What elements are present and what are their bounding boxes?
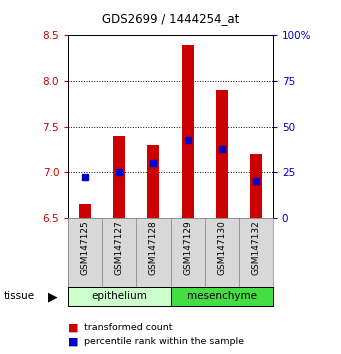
Bar	[136, 218, 170, 287]
Bar	[148, 145, 160, 218]
Text: GSM147128: GSM147128	[149, 220, 158, 275]
Text: ▶: ▶	[48, 290, 58, 303]
Text: percentile rank within the sample: percentile rank within the sample	[84, 337, 243, 346]
Bar	[216, 90, 228, 218]
Text: GDS2699 / 1444254_at: GDS2699 / 1444254_at	[102, 12, 239, 25]
Bar	[239, 218, 273, 287]
Text: GSM147130: GSM147130	[217, 220, 226, 275]
Bar	[68, 218, 102, 287]
Text: epithelium: epithelium	[91, 291, 147, 302]
Text: ■: ■	[68, 337, 79, 347]
Bar	[205, 218, 239, 287]
Bar	[102, 218, 136, 287]
Text: GSM147125: GSM147125	[81, 220, 90, 275]
Bar	[182, 45, 194, 218]
Bar	[170, 218, 205, 287]
Text: ■: ■	[68, 322, 79, 332]
Text: GSM147127: GSM147127	[115, 220, 124, 275]
Text: GSM147132: GSM147132	[251, 220, 260, 275]
Text: GSM147129: GSM147129	[183, 220, 192, 275]
Text: tissue: tissue	[3, 291, 34, 302]
Bar	[113, 136, 125, 218]
Bar	[68, 287, 170, 306]
Bar	[250, 154, 262, 218]
Bar	[170, 287, 273, 306]
Text: transformed count: transformed count	[84, 323, 172, 332]
Text: mesenchyme: mesenchyme	[187, 291, 257, 302]
Bar	[79, 204, 91, 218]
